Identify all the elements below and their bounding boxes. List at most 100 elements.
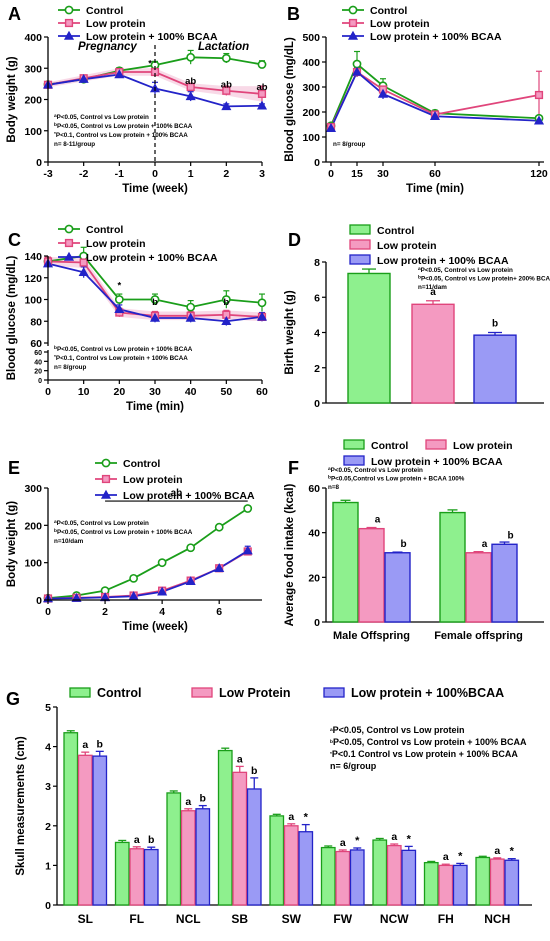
note: *P<0.1 Control vs Low protein + 100% BCA… [330, 749, 518, 759]
data-point [214, 563, 225, 572]
legend-label: Low protein + 100%BCAA [351, 686, 504, 700]
bar [411, 303, 455, 404]
bar [491, 543, 518, 623]
note: n=8 [328, 484, 340, 491]
legend-label: Control [86, 5, 123, 17]
panel-B: 0 100 200 300 400 500 0 15 30 60 120 Blood glucose … [284, 4, 548, 195]
x-tick-label: -1 [115, 168, 124, 180]
data-point [186, 52, 196, 62]
bar [347, 272, 391, 404]
x-tick-label: 0 [152, 168, 158, 180]
data-point [185, 576, 196, 586]
significance-mark: b [507, 530, 513, 541]
x-tick-label: 30 [149, 386, 161, 398]
bar [114, 841, 130, 906]
y-axis-title: Blood glucose (mg/dL) [6, 256, 18, 381]
note: aP<0.05, Control vs Low protein [54, 114, 149, 122]
x-tick-label: 1 [188, 168, 194, 180]
data-point [243, 504, 253, 513]
bar [63, 732, 79, 906]
data-point [129, 573, 138, 583]
legend-marker [100, 489, 112, 499]
x-category-label: NCL [176, 912, 201, 926]
y-tick-label: 0 [314, 398, 320, 410]
bar [320, 846, 336, 906]
note: bP<0.05,Control vs Low protein + BCAA 10… [328, 474, 465, 483]
significance-mark: b [152, 297, 158, 308]
data-point [256, 100, 268, 110]
y-axis-title: Blood glucose (mg/dL) [284, 37, 296, 162]
legend-marker [347, 30, 359, 40]
legend-label: Low protein [377, 240, 437, 252]
y-tick-label: 300 [24, 483, 42, 495]
y-axis-title: Average food intake (kcal) [284, 483, 296, 626]
legend-label: Low protein [86, 238, 146, 250]
panel-label: E [8, 458, 20, 478]
note: aP<0.05, Control vs Low protein [418, 267, 513, 275]
significance-mark: ab [185, 76, 196, 87]
panel-F: 0 20 40 60 Average food intake (kcal) a b Male … [284, 439, 544, 642]
bar [129, 848, 145, 906]
data-point [114, 69, 125, 79]
bar [298, 831, 314, 906]
y-axis-title: Skull measurements (cm) [15, 736, 27, 876]
legend-swatch [343, 455, 365, 466]
data-point [114, 304, 125, 313]
data-point [78, 73, 89, 83]
y-tick-label: 60 [30, 338, 42, 350]
legend-marker [64, 18, 74, 28]
legend-label: Low protein [123, 474, 183, 486]
data-point [185, 91, 196, 101]
x-tick-label: 0 [328, 168, 334, 180]
y-tick-label: 20 [34, 369, 42, 376]
x-category-label: NCH [484, 912, 510, 926]
y-tick-label: 60 [34, 350, 42, 357]
legend-swatch [191, 687, 213, 698]
legend-label: Control [370, 5, 407, 17]
data-point [257, 89, 267, 98]
y-tick-label: 200 [24, 520, 42, 532]
significance-mark: ab [171, 488, 183, 499]
significance-mark: * [510, 846, 515, 858]
x-category-label: FW [333, 912, 352, 926]
significance-mark: * [117, 281, 121, 292]
y-tick-label: 100 [24, 558, 42, 570]
significance-mark: * [458, 850, 463, 862]
bar [195, 808, 211, 906]
x-category-label: SW [282, 912, 302, 926]
x-tick-label: 30 [377, 168, 389, 180]
x-axis-title: Time (week) [122, 183, 188, 195]
legend-label: Low protein + 100% BCAA [86, 252, 218, 264]
note: n= 6/group [330, 761, 377, 771]
significance-mark: b [400, 539, 406, 550]
x-tick-label: 60 [429, 168, 441, 180]
y-tick-label: 100 [302, 132, 320, 144]
legend-marker [101, 474, 111, 484]
panel-label: F [288, 458, 299, 478]
data-point [257, 60, 267, 69]
significance-mark: a [443, 851, 449, 863]
significance-mark: a [237, 753, 243, 765]
note: bP<0.05, Control vs Low protein + 100% B… [54, 345, 193, 354]
note: aP<0.05, Control vs Low protein [330, 725, 464, 735]
bar [269, 815, 285, 906]
x-category-label: Female offspring [434, 630, 523, 642]
legend-marker [64, 238, 74, 248]
legend-label: Control [97, 686, 141, 700]
note: n= 8/group [54, 364, 87, 371]
significance-mark: b [148, 834, 154, 846]
bar [384, 552, 411, 623]
x-tick-label: 0 [45, 606, 51, 618]
legend-marker [101, 458, 111, 468]
significance-mark: ab [221, 79, 232, 90]
significance-mark: b [223, 297, 229, 308]
legend-label: Low protein [453, 440, 513, 452]
x-category-label: FH [438, 912, 454, 926]
y-tick-label: 40 [34, 359, 42, 366]
note: *P<0.1, Control vs Low protein + 100% BC… [54, 354, 188, 363]
annotation: Lactation [198, 41, 249, 53]
bar [423, 861, 439, 906]
bar [349, 849, 365, 906]
bar [358, 527, 385, 623]
legend-label: Low Protein [219, 686, 291, 700]
